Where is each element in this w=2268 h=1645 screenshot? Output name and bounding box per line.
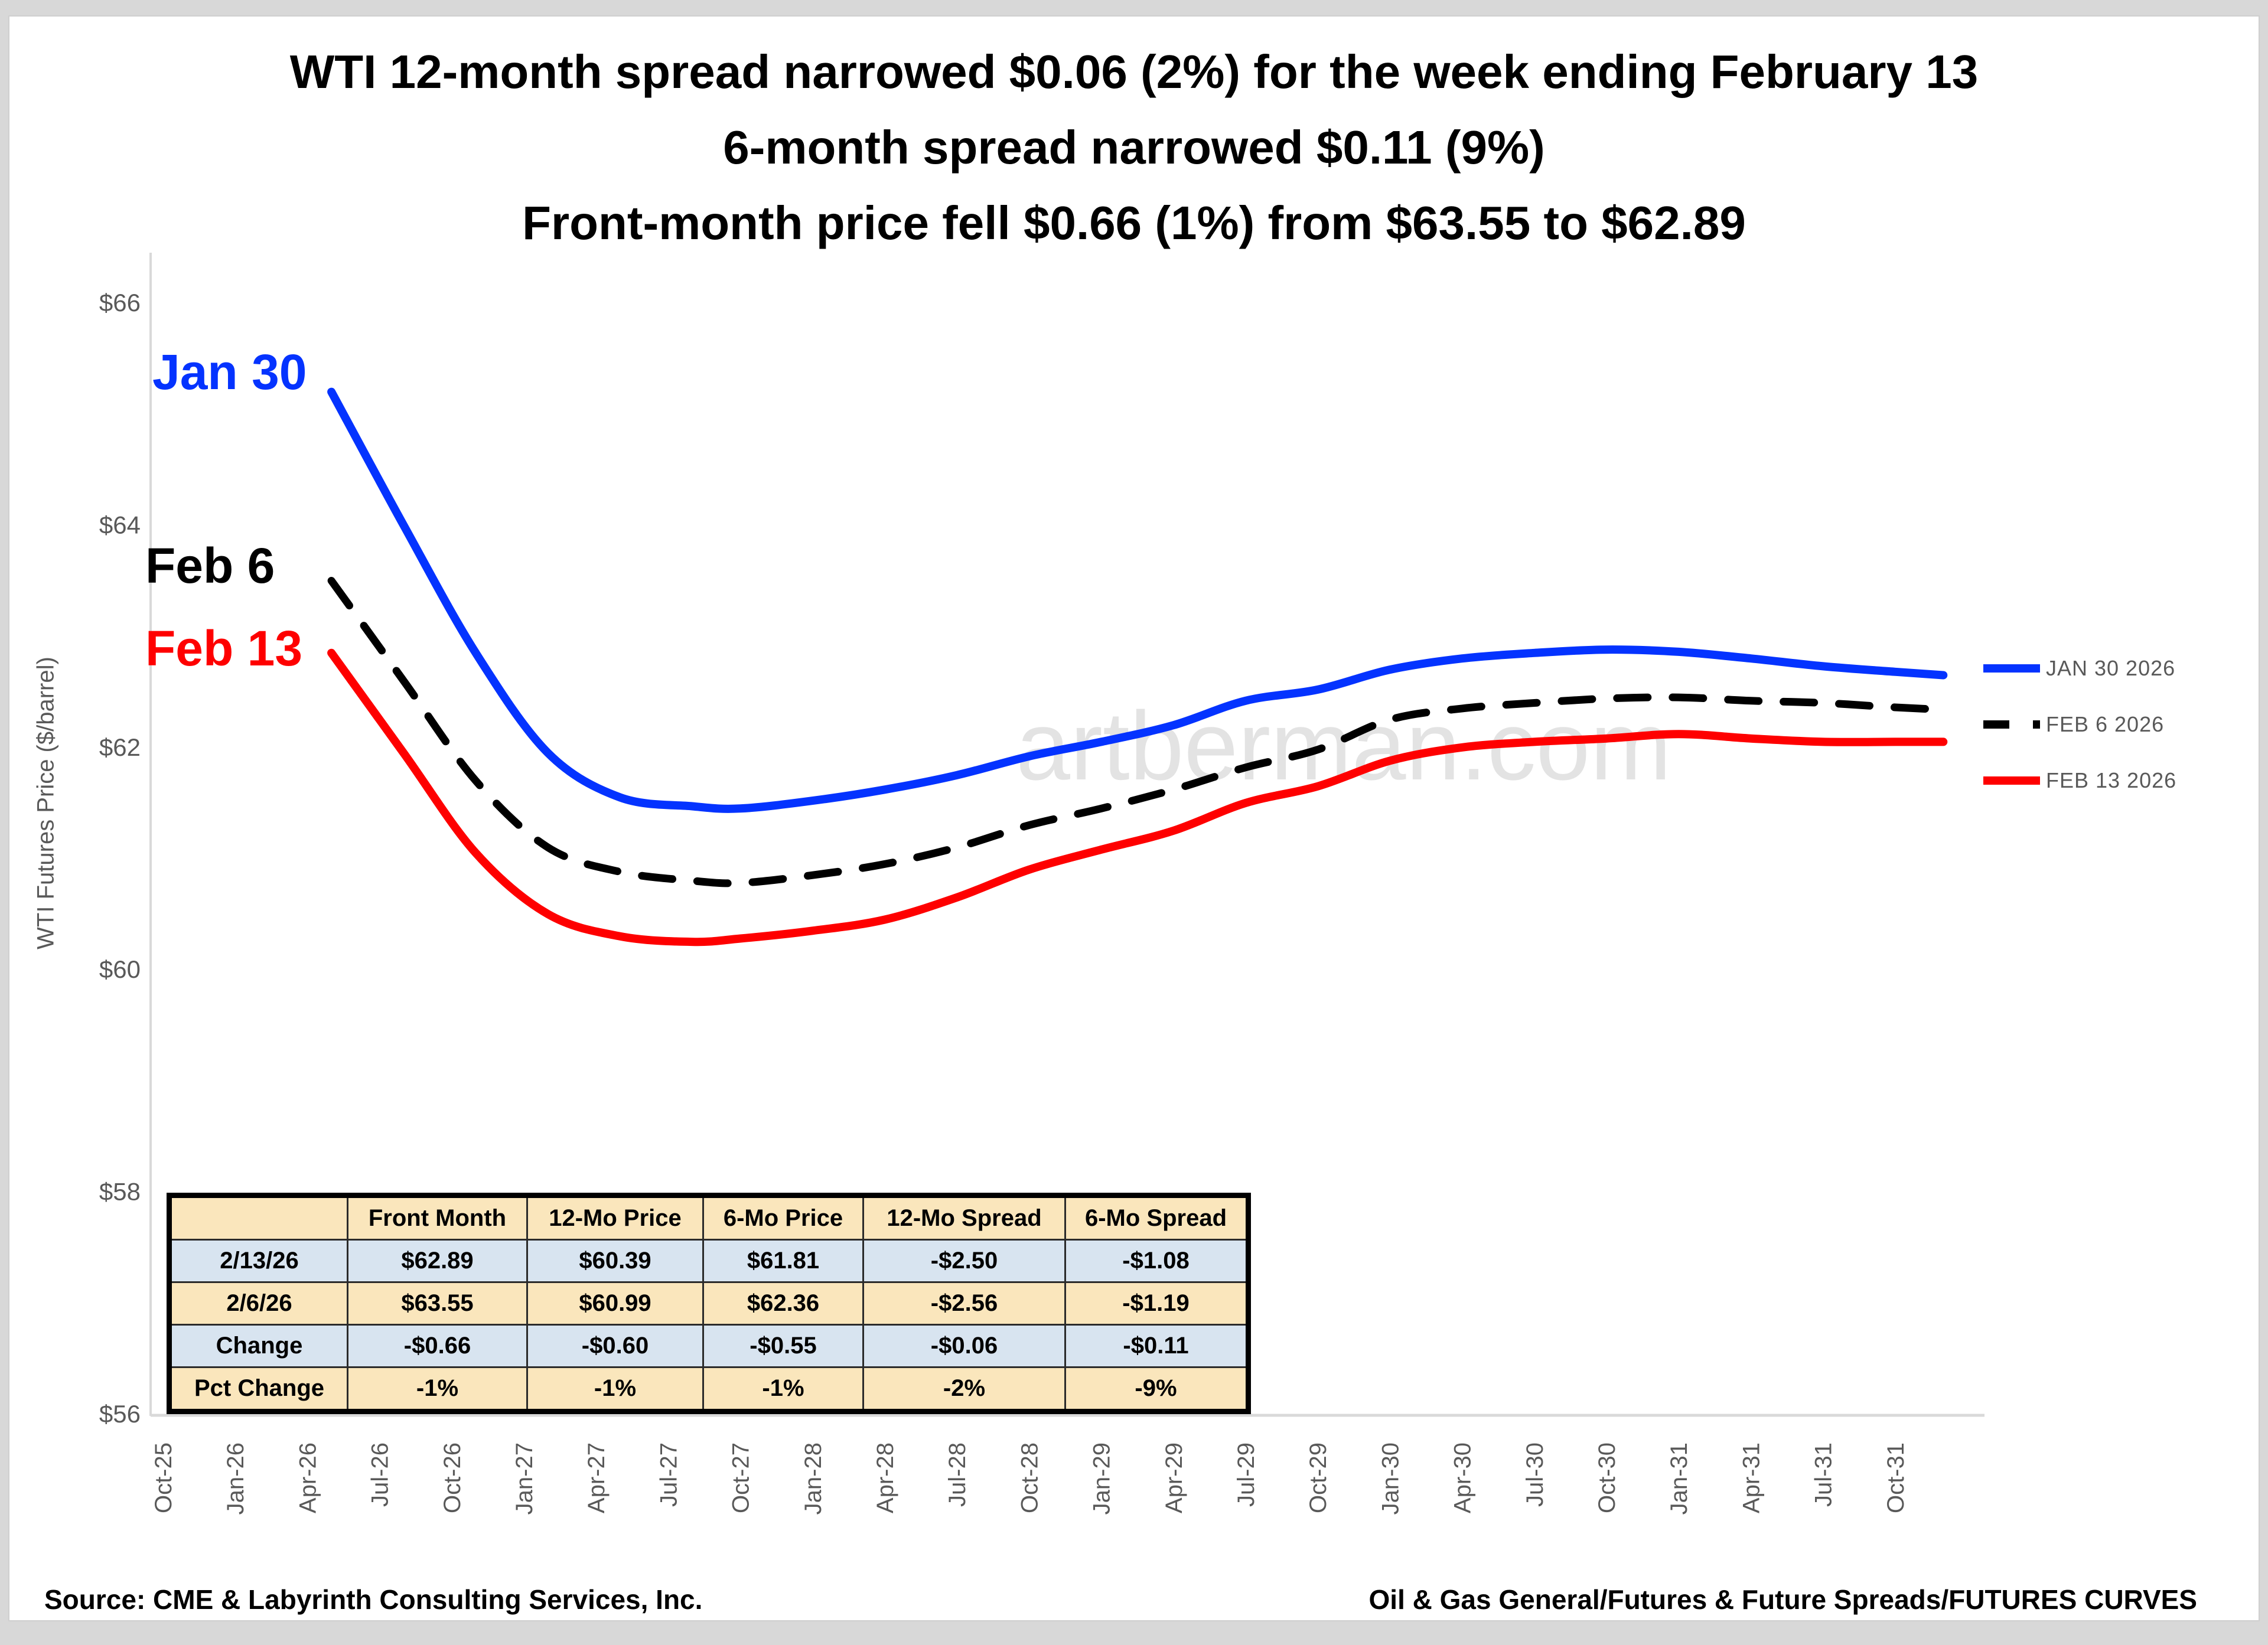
table-cell: -$0.55: [702, 1324, 864, 1368]
table-cell: $62.36: [702, 1281, 864, 1326]
curve-label-feb13: Feb 13: [145, 621, 303, 676]
table-cell: -$0.06: [862, 1324, 1066, 1368]
legend-label: JAN 30 2026: [2046, 656, 2176, 680]
table-cell: -1%: [702, 1366, 864, 1412]
table-cell: -9%: [1064, 1366, 1249, 1412]
chart-title-line1: WTI 12-month spread narrowed $0.06 (2%) …: [289, 45, 1979, 98]
chart-legend: JAN 30 2026 FEB 6 2026 FEB 13 2026: [1983, 656, 2177, 825]
table-cell: $61.81: [702, 1239, 864, 1283]
table-cell: -$0.11: [1064, 1324, 1249, 1368]
chart-title-line3: Front-month price fell $0.66 (1%) from $…: [522, 197, 1746, 249]
table-header-cell: 12-Mo Spread: [862, 1194, 1066, 1241]
source-note: Source: CME & Labyrinth Consulting Servi…: [44, 1584, 703, 1615]
table-cell: -$2.50: [862, 1239, 1066, 1283]
table-header-cell: 12-Mo Price: [526, 1194, 704, 1241]
legend-line-swatch: [1983, 664, 2040, 673]
table-row-label: 2/13/26: [168, 1239, 348, 1283]
legend-item-feb-6-2026: FEB 6 2026: [1983, 712, 2176, 736]
table-cell: -2%: [862, 1366, 1066, 1412]
table-row: 2/6/26 $63.55 $60.99 $62.36 -$2.56 -$1.19: [168, 1281, 1249, 1326]
table-header-cell: [168, 1194, 348, 1241]
category-note: Oil & Gas General/Futures & Future Sprea…: [1368, 1584, 2197, 1615]
legend-line-swatch: [1983, 776, 2040, 785]
legend-dashed-line-swatch: [1983, 720, 2040, 729]
table-cell: -$1.19: [1064, 1281, 1249, 1326]
table-header-cell: 6-Mo Price: [702, 1194, 864, 1241]
table-header-row: Front Month 12-Mo Price 6-Mo Price 12-Mo Sp…: [168, 1194, 1249, 1241]
table-cell: -1%: [526, 1366, 704, 1412]
table-cell: $60.99: [526, 1281, 704, 1326]
legend-item-jan-30-2026: JAN 30 2026: [1983, 656, 2176, 680]
table-cell: $62.89: [347, 1239, 528, 1283]
curve-label-feb6: Feb 6: [145, 538, 275, 593]
table-header-cell: Front Month: [347, 1194, 528, 1241]
legend-item-feb-13-2026: FEB 13 2026: [1983, 768, 2177, 792]
legend-label: FEB 13 2026: [2046, 768, 2177, 792]
curve-label-jan30: Jan 30: [152, 344, 307, 400]
table-cell: -$2.56: [862, 1281, 1066, 1326]
chart-title-line2: 6-month spread narrowed $0.11 (9%): [723, 121, 1545, 174]
y-axis-title: WTI Futures Price ($/barrel): [32, 657, 59, 949]
table-row: Change -$0.66 -$0.60 -$0.55 -$0.06 -$0.11: [168, 1324, 1249, 1368]
table-cell: $63.55: [347, 1281, 528, 1326]
table-cell: $60.39: [526, 1239, 704, 1283]
spread-summary-table: Front Month 12-Mo Price 6-Mo Price 12-Mo Sp…: [167, 1193, 1251, 1414]
legend-label: FEB 6 2026: [2046, 712, 2165, 736]
table-row-label: 2/6/26: [168, 1281, 348, 1326]
table-row-label: Pct Change: [168, 1366, 348, 1412]
table-header-cell: 6-Mo Spread: [1064, 1194, 1249, 1241]
table-cell: -$0.60: [526, 1324, 704, 1368]
table-row-label: Change: [168, 1324, 348, 1368]
table-cell: -1%: [347, 1366, 528, 1412]
table-cell: -$0.66: [347, 1324, 528, 1368]
chart-title: WTI 12-month spread narrowed $0.06 (2%) …: [0, 34, 2268, 261]
table-cell: -$1.08: [1064, 1239, 1249, 1283]
table-row: Pct Change -1% -1% -1% -2% -9%: [168, 1366, 1249, 1412]
table-row: 2/13/26 $62.89 $60.39 $61.81 -$2.50 -$1.08: [168, 1239, 1249, 1283]
